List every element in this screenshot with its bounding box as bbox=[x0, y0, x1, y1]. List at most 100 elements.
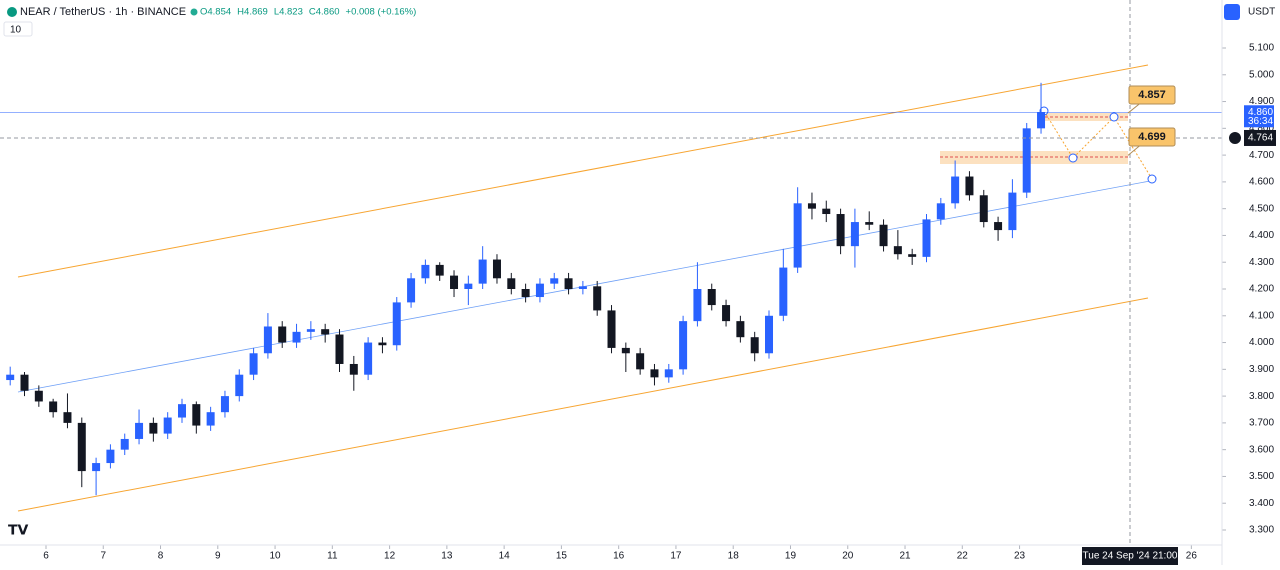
candle-body bbox=[378, 342, 387, 346]
candle-body bbox=[220, 396, 229, 413]
candle-body bbox=[407, 278, 416, 303]
candle-body bbox=[836, 214, 845, 247]
x-tick-label: 20 bbox=[842, 551, 854, 562]
candle-body bbox=[135, 422, 144, 439]
y-tick-label: 3.800 bbox=[1249, 391, 1274, 402]
symbol: NEAR / TetherUS · 1h · BINANCE bbox=[20, 6, 186, 18]
crosshair-time: Tue 24 Sep '24 21:00 bbox=[1083, 551, 1178, 562]
y-tick-label: 4.200 bbox=[1249, 284, 1274, 295]
x-tick-label: 6 bbox=[43, 551, 49, 562]
candle-body bbox=[1037, 112, 1046, 129]
candle-body bbox=[807, 203, 816, 209]
y-tick-label: 4.500 bbox=[1249, 203, 1274, 214]
candle-body bbox=[779, 267, 788, 316]
y-tick-label: 5.000 bbox=[1249, 69, 1274, 80]
callout-box bbox=[1128, 127, 1176, 147]
callout-label: 4.699 bbox=[1138, 131, 1166, 143]
x-tick-label: 17 bbox=[670, 551, 682, 562]
x-tick-label: 9 bbox=[215, 551, 221, 562]
y-tick-label: 3.300 bbox=[1249, 525, 1274, 536]
candle-body bbox=[879, 224, 888, 247]
candle-body bbox=[278, 326, 287, 343]
currency[interactable]: USDT bbox=[1248, 7, 1275, 18]
crosshair-price-box bbox=[1244, 129, 1276, 146]
candle-body bbox=[564, 278, 573, 289]
symbol-icon bbox=[7, 7, 17, 17]
ohlc-value: +0.008 (+0.16%) bbox=[346, 7, 417, 18]
candle-body bbox=[822, 208, 831, 215]
x-tick-label: 11 bbox=[327, 551, 338, 562]
candle-body bbox=[750, 337, 759, 354]
ohlc: O4.854 H4.869 L4.823 C4.860 +0.008 (+0.16%) bbox=[200, 7, 416, 18]
zone bbox=[940, 151, 1128, 164]
settings-button[interactable] bbox=[1224, 4, 1240, 20]
candle-body bbox=[922, 219, 931, 257]
candle-body bbox=[464, 283, 473, 289]
candle-body bbox=[994, 222, 1003, 231]
candle-body bbox=[893, 246, 902, 255]
candle-body bbox=[865, 222, 874, 225]
candle-body bbox=[163, 417, 172, 434]
y-tick-label: 3.500 bbox=[1249, 471, 1274, 482]
candle-body bbox=[908, 254, 917, 257]
crosshair-time-box bbox=[1082, 547, 1178, 565]
candle-body bbox=[106, 449, 115, 464]
y-tick-label: 4.000 bbox=[1249, 337, 1274, 348]
channel-upper bbox=[17, 64, 1149, 278]
node bbox=[1147, 174, 1157, 184]
zone bbox=[1040, 113, 1128, 121]
x-tick-label: 13 bbox=[441, 551, 453, 562]
callout-box bbox=[1128, 85, 1176, 105]
x-tick-label: 14 bbox=[499, 551, 511, 562]
countdown: 36:34 bbox=[1248, 116, 1273, 127]
y-tick-label: 4.800 bbox=[1249, 123, 1274, 134]
node bbox=[1109, 112, 1119, 122]
candle-body bbox=[621, 347, 630, 354]
candle-body bbox=[1022, 128, 1031, 193]
candle-body bbox=[693, 289, 702, 322]
node bbox=[1068, 153, 1078, 163]
candle-body bbox=[936, 203, 945, 220]
candle-body bbox=[722, 305, 731, 322]
candle-body bbox=[235, 374, 244, 397]
x-tick-label: 10 bbox=[270, 551, 282, 562]
candle-body bbox=[292, 331, 301, 343]
candle-body bbox=[263, 326, 272, 354]
candle-body bbox=[650, 369, 659, 378]
x-tick-label: 16 bbox=[613, 551, 625, 562]
x-tick-label: 8 bbox=[158, 551, 164, 562]
candle-body bbox=[550, 278, 559, 284]
last-price-box bbox=[1244, 105, 1274, 128]
channel-lower bbox=[17, 297, 1149, 512]
candle-body bbox=[793, 203, 802, 268]
y-tick-label: 3.400 bbox=[1249, 498, 1274, 509]
candle-body bbox=[707, 289, 716, 306]
candle-body bbox=[178, 404, 187, 418]
candle-body bbox=[1008, 192, 1017, 231]
indicator-count: 10 bbox=[10, 25, 22, 36]
status-dot bbox=[190, 8, 198, 16]
candle-body bbox=[349, 363, 358, 375]
candle-body bbox=[521, 289, 530, 298]
indicator-toggle[interactable] bbox=[3, 21, 33, 37]
candle-body bbox=[249, 353, 258, 375]
candle-body bbox=[850, 222, 859, 247]
candle-body bbox=[979, 195, 988, 223]
candle-body bbox=[535, 283, 544, 298]
candle-body bbox=[120, 438, 129, 450]
candle-body bbox=[421, 264, 430, 279]
x-tick-label: 19 bbox=[785, 551, 797, 562]
x-tick-label: 22 bbox=[957, 551, 969, 562]
candle-body bbox=[364, 342, 373, 375]
candle-body bbox=[679, 321, 688, 370]
x-tick-label: 23 bbox=[1014, 551, 1026, 562]
candle-body bbox=[450, 275, 459, 289]
crosshair-plus bbox=[1229, 131, 1241, 144]
candle-body bbox=[478, 259, 487, 284]
y-tick-label: 4.600 bbox=[1249, 177, 1274, 188]
candle-body bbox=[492, 259, 501, 279]
y-tick-label: 4.300 bbox=[1249, 257, 1274, 268]
